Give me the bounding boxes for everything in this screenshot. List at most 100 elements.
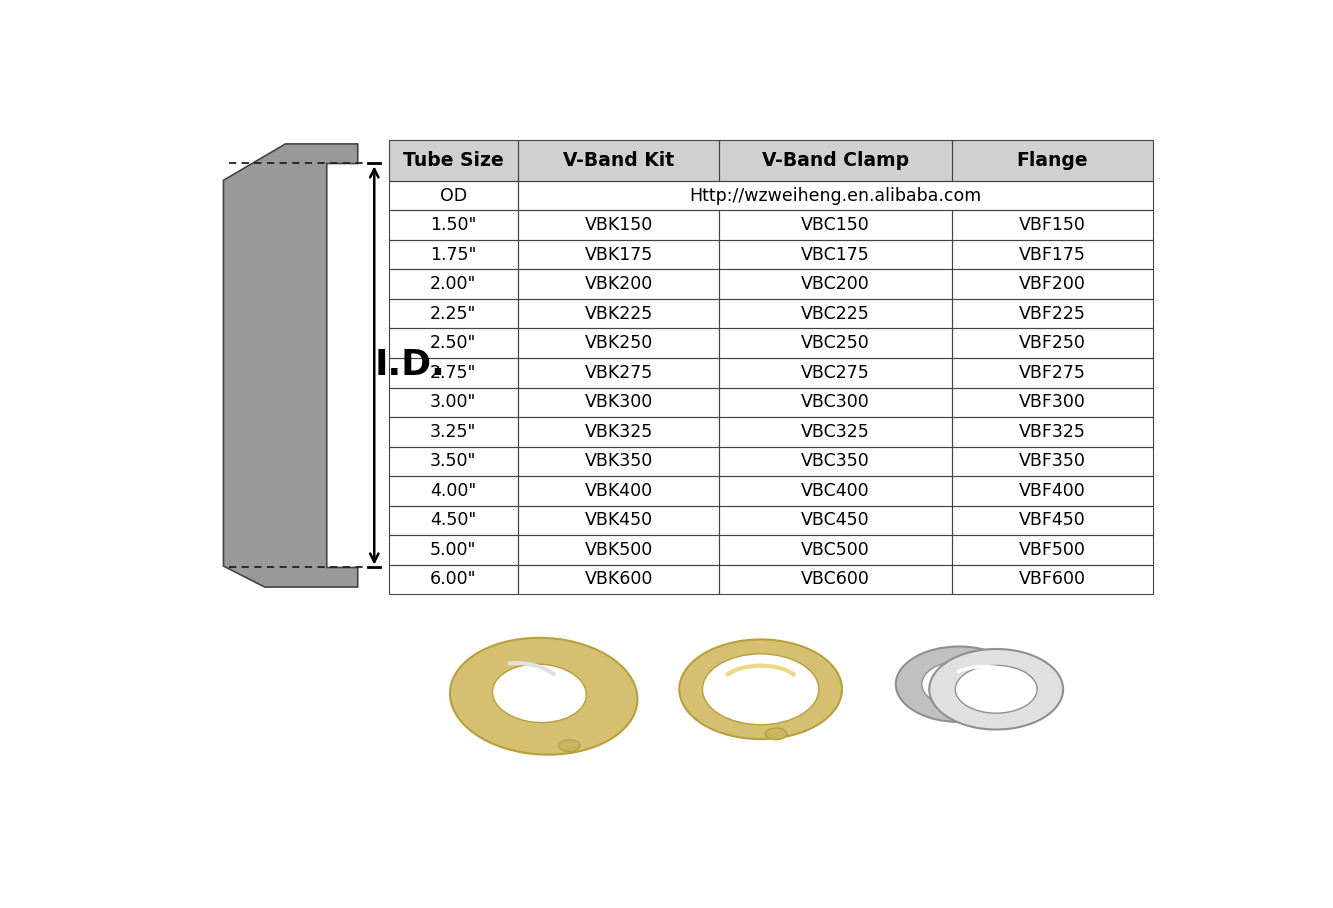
Bar xyxy=(952,476,1153,506)
Bar xyxy=(389,270,517,299)
Bar xyxy=(952,417,1153,447)
Bar xyxy=(952,506,1153,535)
Bar xyxy=(720,299,952,329)
Bar xyxy=(720,565,952,594)
Bar xyxy=(517,535,720,565)
Bar xyxy=(389,240,517,270)
Text: VBF250: VBF250 xyxy=(1018,334,1086,352)
Text: I.D.: I.D. xyxy=(375,349,445,382)
Text: VBC350: VBC350 xyxy=(801,452,870,470)
Text: VBK175: VBK175 xyxy=(584,246,653,263)
Text: VBC600: VBC600 xyxy=(801,570,870,588)
Bar xyxy=(517,181,1153,211)
Bar xyxy=(952,535,1153,565)
Bar xyxy=(389,565,517,594)
Text: VBF350: VBF350 xyxy=(1018,452,1086,470)
Bar xyxy=(389,358,517,388)
Text: Http://wzweiheng.en.alibaba.com: Http://wzweiheng.en.alibaba.com xyxy=(689,187,981,204)
Bar xyxy=(389,141,517,181)
Text: 4.00": 4.00" xyxy=(431,482,476,499)
Bar xyxy=(517,240,720,270)
Text: VBF450: VBF450 xyxy=(1020,511,1086,529)
Bar xyxy=(389,417,517,447)
Bar xyxy=(517,270,720,299)
Bar xyxy=(517,447,720,476)
Text: 3.00": 3.00" xyxy=(431,393,476,411)
Text: VBC500: VBC500 xyxy=(801,541,870,558)
Bar xyxy=(720,535,952,565)
Text: VBC250: VBC250 xyxy=(801,334,870,352)
Bar xyxy=(952,447,1153,476)
Text: VBF300: VBF300 xyxy=(1018,393,1086,411)
Bar xyxy=(952,299,1153,329)
Bar xyxy=(720,329,952,358)
Bar xyxy=(517,476,720,506)
Text: 4.50": 4.50" xyxy=(431,511,476,529)
Bar xyxy=(720,447,952,476)
Text: V-Band Clamp: V-Band Clamp xyxy=(762,152,909,170)
Bar xyxy=(952,506,1153,535)
Bar xyxy=(952,476,1153,506)
Bar xyxy=(389,329,517,358)
Bar xyxy=(952,240,1153,270)
Bar xyxy=(720,329,952,358)
Text: Tube Size: Tube Size xyxy=(403,152,504,170)
Bar xyxy=(517,388,720,417)
Text: VBF175: VBF175 xyxy=(1018,246,1086,263)
Ellipse shape xyxy=(929,649,1064,729)
Bar xyxy=(517,141,720,181)
Text: 2.25": 2.25" xyxy=(431,305,476,322)
Bar xyxy=(517,211,720,240)
Bar xyxy=(952,329,1153,358)
Bar xyxy=(720,565,952,594)
Ellipse shape xyxy=(559,740,580,752)
Bar xyxy=(389,181,517,211)
Bar xyxy=(517,358,720,388)
Ellipse shape xyxy=(922,662,996,707)
Bar xyxy=(517,447,720,476)
Bar xyxy=(389,476,517,506)
Text: VBK300: VBK300 xyxy=(584,393,653,411)
Ellipse shape xyxy=(702,654,818,725)
Text: VBF600: VBF600 xyxy=(1018,570,1086,588)
Bar xyxy=(389,476,517,506)
Bar xyxy=(389,447,517,476)
Text: VBC450: VBC450 xyxy=(801,511,870,529)
Bar xyxy=(517,181,1153,211)
Bar xyxy=(389,565,517,594)
Text: VBF275: VBF275 xyxy=(1018,364,1086,381)
Bar xyxy=(389,240,517,270)
Ellipse shape xyxy=(765,728,786,740)
Bar xyxy=(517,211,720,240)
Bar xyxy=(517,535,720,565)
Text: OD: OD xyxy=(440,187,467,204)
Bar xyxy=(720,358,952,388)
Text: VBF200: VBF200 xyxy=(1018,275,1086,293)
Text: 3.50": 3.50" xyxy=(431,452,476,470)
Text: 2.50": 2.50" xyxy=(431,334,476,352)
Bar xyxy=(720,388,952,417)
Bar xyxy=(389,447,517,476)
Text: VBK225: VBK225 xyxy=(584,305,653,322)
Bar xyxy=(517,358,720,388)
Bar xyxy=(517,299,720,329)
Ellipse shape xyxy=(680,639,842,739)
Bar xyxy=(952,535,1153,565)
Bar xyxy=(952,329,1153,358)
Ellipse shape xyxy=(451,637,637,755)
Text: VBK250: VBK250 xyxy=(584,334,653,352)
Bar xyxy=(389,141,517,181)
Bar xyxy=(952,211,1153,240)
Bar xyxy=(389,535,517,565)
Text: VBK450: VBK450 xyxy=(585,511,653,529)
Text: VBK275: VBK275 xyxy=(584,364,653,381)
Bar xyxy=(389,299,517,329)
Bar xyxy=(720,535,952,565)
Text: 2.00": 2.00" xyxy=(431,275,476,293)
Text: 5.00": 5.00" xyxy=(431,541,476,558)
Bar xyxy=(389,299,517,329)
Bar xyxy=(389,506,517,535)
Bar xyxy=(720,141,952,181)
Bar xyxy=(952,240,1153,270)
Bar xyxy=(720,417,952,447)
